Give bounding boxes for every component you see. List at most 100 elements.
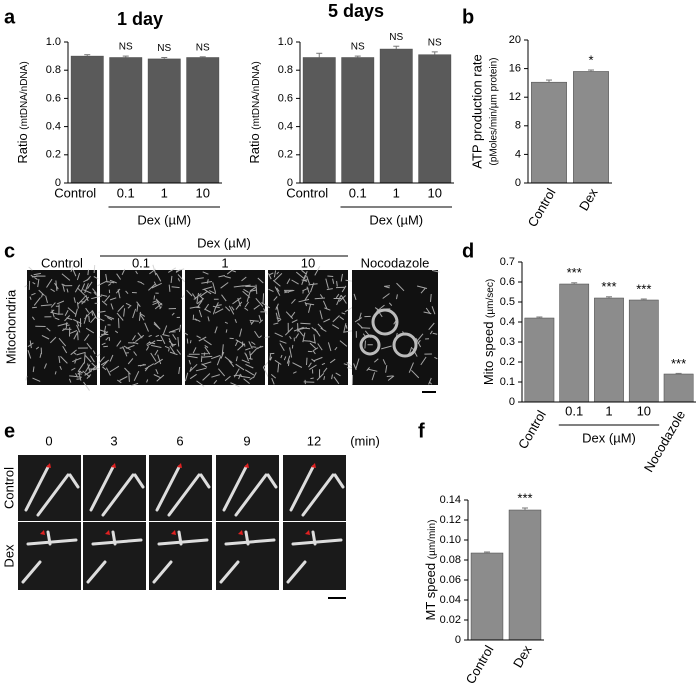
y-tick-label: 0.12: [440, 514, 461, 526]
micrograph: [27, 270, 97, 385]
bar: [379, 48, 413, 184]
cell-ring: [371, 308, 399, 336]
y-tick-label: 0.14: [440, 494, 461, 506]
microtubule: [89, 465, 115, 512]
cell-ring: [359, 334, 381, 356]
bar: [524, 317, 555, 403]
y-axis-label-main: Mito speed: [481, 322, 496, 386]
microtubule: [301, 473, 335, 517]
bar: [559, 283, 590, 403]
y-tick-label: 0.8: [278, 64, 293, 76]
y-tick-label: 0.04: [440, 594, 461, 606]
bar: [531, 81, 567, 184]
panel-label: c: [4, 240, 15, 262]
y-axis-unit: (µm/sec): [485, 279, 496, 318]
bar: [628, 299, 659, 403]
chart-title: 1 day: [117, 9, 163, 29]
y-axis-label: Mito speed (µm/sec): [481, 279, 496, 385]
y-tick-label: 0.5: [500, 296, 515, 308]
y-tick-label: 0.02: [440, 614, 461, 626]
x-tick-label: 1: [605, 403, 612, 418]
annotation: *: [588, 52, 593, 67]
microtubule: [291, 538, 343, 546]
y-tick-label: 0.1: [500, 376, 515, 388]
y-tick-label: 0: [509, 396, 515, 408]
y-tick-label: 0.4: [278, 121, 293, 133]
annotation: ***: [517, 490, 532, 505]
microtubule: [152, 560, 173, 584]
y-axis-label: ATP production rate: [469, 54, 484, 168]
x-tick-label: Control: [525, 186, 559, 230]
y-tick-label: 0: [287, 177, 293, 189]
marker-arrow: [171, 530, 176, 535]
microtubule: [266, 473, 278, 489]
y-tick-label: 0.6: [500, 276, 515, 288]
column-label: Control: [41, 255, 83, 270]
row-label: Dex: [1, 544, 16, 568]
marker-arrow: [238, 530, 243, 535]
x-tick-label: 10: [428, 185, 442, 200]
x-tick-label: 1: [161, 185, 168, 200]
column-label: Nocodazole: [361, 255, 430, 270]
microtubule: [234, 473, 268, 517]
column-label: 0.1: [132, 255, 150, 270]
y-tick-label: 0.6: [278, 92, 293, 104]
y-tick-label: 0.2: [46, 149, 61, 161]
microtubule: [244, 530, 250, 546]
marker-arrow: [46, 463, 51, 468]
y-tick-label: 16: [509, 63, 521, 75]
y-axis-unit: (mtDNA/nDNA): [251, 61, 262, 129]
marker-arrow: [305, 530, 310, 535]
microtubule: [311, 530, 317, 546]
annotation: ***: [671, 356, 686, 371]
microtubule: [289, 465, 315, 512]
bar: [508, 509, 542, 641]
annotation: NS: [119, 42, 133, 53]
y-tick-label: 0.2: [278, 149, 293, 161]
y-tick-label: 12: [509, 91, 521, 103]
y-tick-label: 8: [515, 120, 521, 132]
x-tick-label: Control: [515, 408, 549, 452]
bar: [470, 552, 504, 641]
column-label: 10: [301, 255, 315, 270]
microtubule: [167, 473, 201, 517]
y-tick-label: 0.06: [440, 574, 461, 586]
y-axis-label-main: Ratio: [247, 133, 262, 163]
microtubule: [26, 538, 78, 546]
bar: [663, 373, 694, 403]
microtubule: [199, 473, 211, 489]
y-axis-label: Ratio (mtDNA/nDNA): [247, 61, 262, 163]
y-axis-unit: (µm/min): [427, 520, 438, 560]
microtubule: [101, 473, 135, 517]
marker-arrow: [105, 530, 110, 535]
bar: [109, 57, 143, 184]
y-tick-label: 1.0: [46, 36, 61, 48]
microtubule: [222, 465, 248, 512]
mitochondria-texture: [24, 264, 100, 391]
microtubule: [333, 473, 345, 489]
bar: [147, 58, 181, 184]
x-tick-label: 0.1: [565, 403, 583, 418]
mitochondria-texture: [261, 265, 355, 385]
annotation: ***: [601, 279, 616, 294]
y-tick-label: 0.8: [46, 64, 61, 76]
annotation: NS: [389, 32, 403, 43]
microtubule: [111, 530, 117, 546]
microtubule: [21, 560, 42, 584]
x-tick-label: 0.1: [349, 185, 367, 200]
x-tick-label: Dex: [576, 185, 601, 213]
mitochondria-texture: [91, 264, 185, 387]
marker-arrow: [244, 463, 249, 468]
microtubule: [219, 560, 240, 584]
x-tick-label: 0.1: [117, 185, 135, 200]
row-label: Mitochondria: [3, 289, 18, 364]
y-axis-unit: (mtDNA/nDNA): [19, 61, 30, 129]
marker-arrow: [177, 463, 182, 468]
bar: [70, 55, 104, 184]
micrograph: [185, 270, 265, 385]
microtubule: [86, 560, 107, 584]
x-tick-label: Control: [54, 185, 96, 200]
y-axis-unit: (pMoles/min/µm protein): [489, 57, 500, 165]
annotation: NS: [157, 43, 171, 54]
